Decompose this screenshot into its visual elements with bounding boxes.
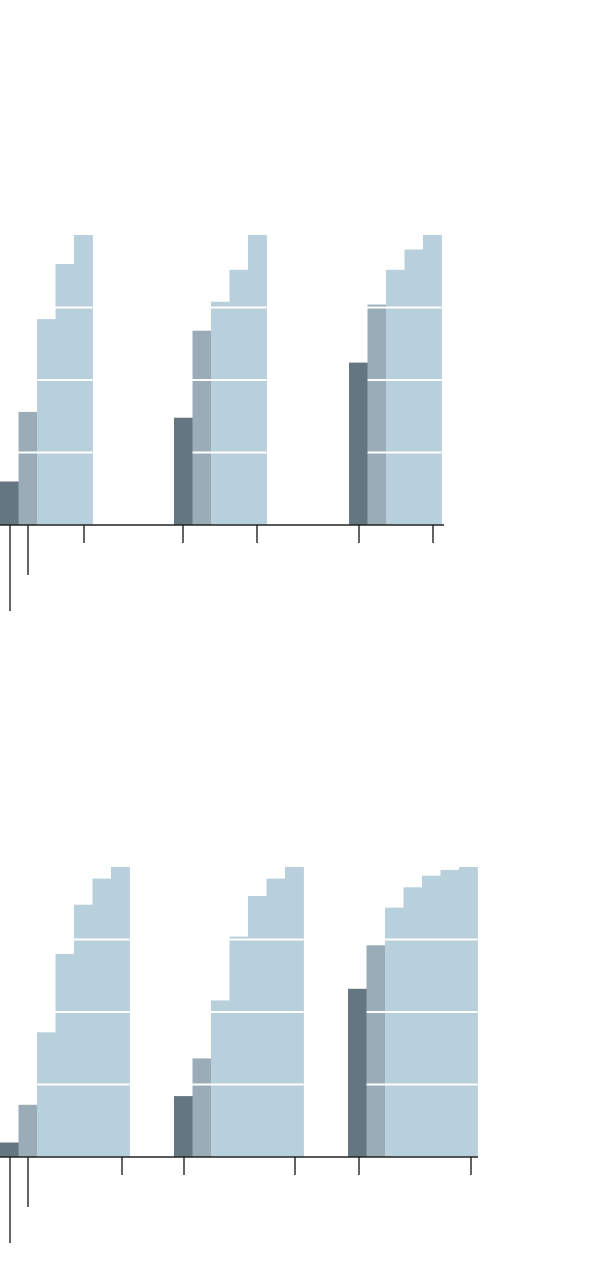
bar <box>386 269 405 525</box>
bar <box>266 878 286 1157</box>
bar <box>404 249 424 525</box>
bar <box>248 896 267 1157</box>
bar <box>92 878 112 1157</box>
bar <box>0 1142 19 1157</box>
bar <box>349 362 368 525</box>
bar-group-2 <box>174 235 267 525</box>
bar-group-3 <box>348 867 478 1157</box>
bar <box>366 945 386 1157</box>
bar <box>403 887 423 1157</box>
chart-panel-2 <box>0 867 478 1243</box>
chart-panel-1 <box>0 235 444 611</box>
bar-group-2 <box>174 867 304 1157</box>
bar-group-1 <box>0 235 93 525</box>
bar <box>385 907 404 1157</box>
bar <box>422 875 441 1157</box>
bar <box>174 417 193 525</box>
bar <box>18 1104 38 1157</box>
bar <box>37 1032 56 1157</box>
bar <box>55 264 75 525</box>
bar <box>229 269 249 525</box>
bar <box>229 936 249 1157</box>
bar <box>37 319 56 525</box>
bar <box>348 988 367 1157</box>
bar <box>192 330 212 525</box>
bar <box>74 904 93 1157</box>
bar-group-3 <box>349 235 442 525</box>
bar <box>174 1096 193 1157</box>
bar <box>367 304 387 525</box>
bar <box>18 411 38 525</box>
bar <box>55 954 75 1157</box>
bar <box>192 1058 212 1157</box>
bar <box>211 1000 230 1157</box>
bar-group-1 <box>0 867 130 1157</box>
bar <box>440 869 460 1157</box>
bar <box>0 481 19 525</box>
bar <box>211 301 230 525</box>
